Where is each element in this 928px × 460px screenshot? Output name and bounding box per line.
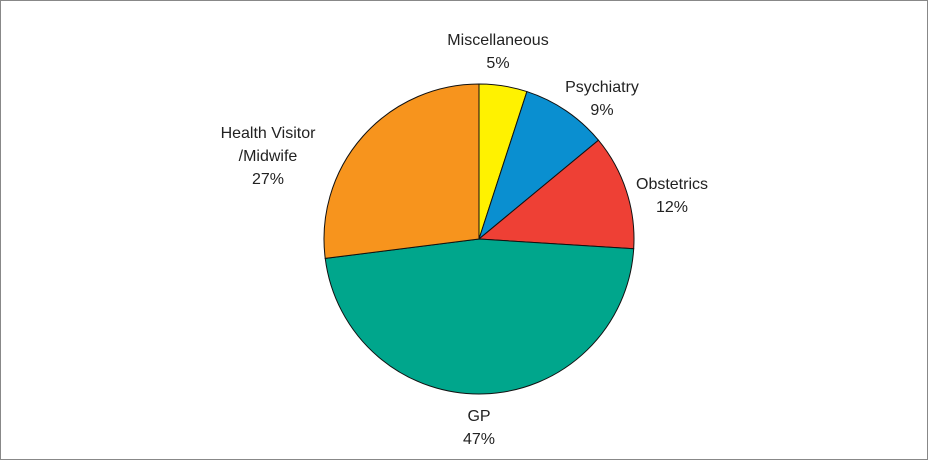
slice-label: Health Visitor /Midwife 27% [221,122,316,191]
slice-label: Obstetrics 12% [636,173,708,219]
pie-slice [324,238,635,395]
slice-label: Psychiatry 9% [565,76,639,122]
category-label: Psychiatry [565,79,639,96]
pie-slice [323,83,480,259]
category-label: Health Visitor /Midwife [220,125,316,165]
value-label: 12% [655,199,689,216]
value-label: 9% [590,102,614,119]
pie-slice [477,139,635,250]
value-label: 5% [486,55,510,72]
slice-label: GP 47% [463,405,495,451]
value-label: 27% [251,171,285,188]
category-label: Obstetrics [635,176,709,193]
category-label: GP [467,408,491,425]
pie-slice [477,90,600,241]
category-label: Miscellaneous [447,32,549,49]
slice-label: Miscellaneous 5% [447,29,548,75]
value-label: 47% [462,431,496,448]
